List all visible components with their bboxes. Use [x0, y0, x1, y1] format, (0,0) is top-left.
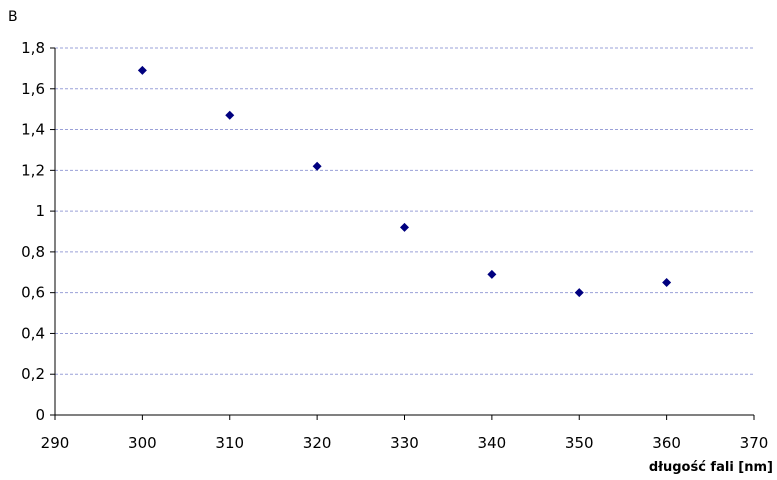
- data-point: [312, 161, 322, 171]
- data-point: [225, 110, 235, 120]
- x-tick-label: 350: [565, 434, 594, 452]
- y-tick-label: 0: [35, 406, 45, 424]
- y-tick-label: 1,4: [21, 121, 45, 139]
- x-tick-label: 360: [652, 434, 681, 452]
- y-tick-label: 1,8: [21, 39, 45, 57]
- y-axis-label: B: [8, 9, 18, 25]
- gridlines: [55, 47, 754, 375]
- y-tick-label: 1: [35, 202, 45, 220]
- y-tick-label: 0,6: [21, 284, 45, 302]
- x-tick-label: 300: [128, 434, 157, 452]
- x-tick-label: 310: [215, 434, 244, 452]
- x-tick-label: 370: [740, 434, 769, 452]
- x-axis-label: długość fali [nm]: [649, 460, 773, 475]
- axes: [50, 47, 755, 420]
- data-point: [400, 222, 409, 232]
- x-tick-label: 290: [41, 434, 70, 452]
- y-tick-label: 1,6: [21, 80, 45, 98]
- x-tick-label: 320: [303, 434, 332, 452]
- y-tick-label: 0,4: [21, 324, 45, 342]
- data-point: [137, 65, 147, 75]
- data-point: [574, 288, 584, 298]
- tick-labels: 0 0,2 0,4 0,6 0,8 1 1,2 1,4 1,6 1,8 290 300 310 320 33…: [21, 39, 768, 452]
- y-tick-label: 0,8: [21, 243, 45, 261]
- data-points: [137, 65, 672, 298]
- data-point: [662, 277, 672, 287]
- y-tick-label: 1,2: [21, 161, 45, 179]
- x-tick-label: 340: [478, 434, 507, 452]
- x-tick-label: 330: [390, 434, 419, 452]
- data-point: [487, 269, 497, 279]
- y-tick-label: 0,2: [21, 365, 45, 383]
